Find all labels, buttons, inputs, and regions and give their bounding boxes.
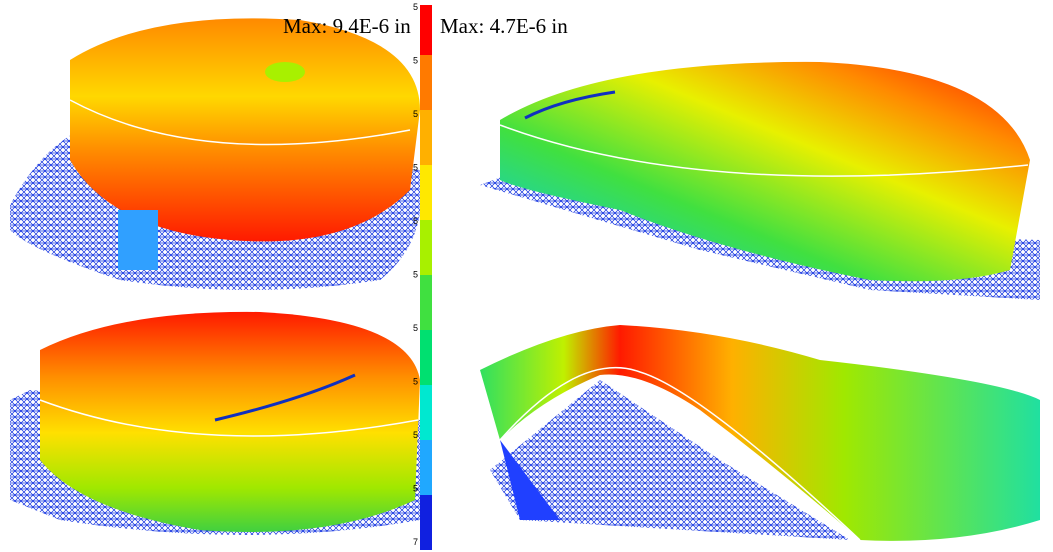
colorbar-tick-fragment: 5 bbox=[413, 484, 418, 494]
colorbar-tick-fragment: 5 bbox=[413, 56, 418, 66]
colorbar-tick-fragment: 5 bbox=[413, 323, 418, 333]
colorbar-tick-fragment: 7 bbox=[413, 537, 418, 547]
mount bbox=[118, 210, 158, 270]
colorbar-tick-fragment: 5 bbox=[413, 109, 418, 119]
colorbar-tick-fragment: 5 bbox=[413, 430, 418, 440]
colorbar-tick-fragment: 5 bbox=[413, 377, 418, 387]
colorbar-tick-fragment: 5 bbox=[413, 270, 418, 280]
deformed-part bbox=[40, 312, 420, 532]
colorbar-tick-fragment: 5 bbox=[413, 163, 418, 173]
colorbar bbox=[420, 5, 432, 550]
colorbar-tick-fragment: 5 bbox=[413, 2, 418, 12]
fea-results-view: 5 5 5 5 5 5 5 5 5 5 7 Max: 9.4E-6 in Max: 4.7E-6 i… bbox=[0, 0, 1053, 552]
deformed-part bbox=[70, 18, 420, 241]
max-label: Max: 4.7E-6 in bbox=[440, 14, 568, 38]
colorbar-tick-fragment: 5 bbox=[413, 216, 418, 226]
max-label: Max: 9.4E-6 in bbox=[283, 14, 411, 38]
